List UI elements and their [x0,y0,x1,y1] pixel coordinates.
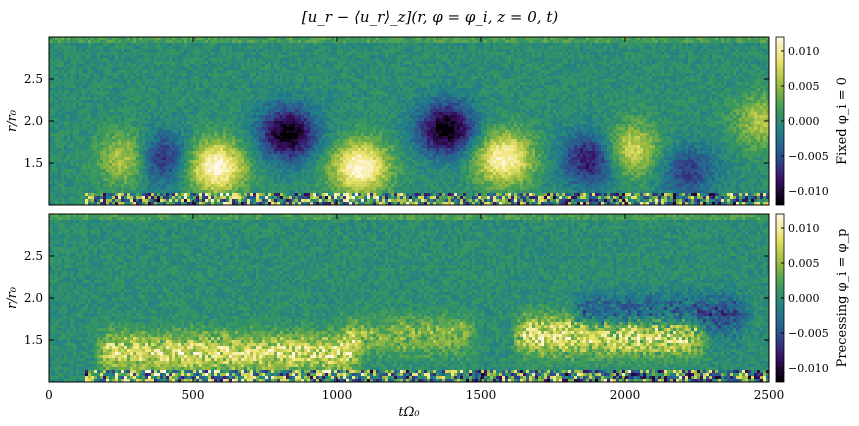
x-tick-label: 1000 [322,388,353,402]
ylabel-precessing: r/r₀ [5,286,20,309]
panel-fixed: 2.5 2.0 1.5 r/r₀ 0.010 0.005 0.000 −0.005 −0.0… [5,37,850,205]
heatmap-fixed [49,37,769,205]
colorbar-tick-label: 0.010 [788,222,820,235]
colorbar-tick-label: 0.005 [788,80,820,93]
heatmap-precessing [49,214,769,382]
x-tick-label: 500 [182,388,205,402]
colorbar-tick-label: 0.000 [788,292,820,305]
colorbar-tick-label: 0.005 [788,257,820,270]
colorbar-label-fixed: Fixed φ_i = 0 [835,77,850,165]
colorbar-tick-label: 0.010 [788,45,820,58]
x-tick-label: 0 [45,388,53,402]
y-tick-label: 1.5 [24,333,43,347]
x-tick-label: 2500 [754,388,785,402]
colorbar-tick-label: −0.005 [788,150,829,163]
colorbar-precessing: 0.010 0.005 0.000 −0.005 −0.010 [776,214,829,382]
colorbar-tick-label: 0.000 [788,115,820,128]
y-tick-label: 2.5 [24,249,43,263]
x-tick-label: 2000 [610,388,641,402]
y-tick-label: 2.0 [24,291,43,305]
x-axis-label: tΩ₀ [398,405,420,420]
y-tick-label: 2.5 [24,72,43,86]
colorbar-tick-label: −0.005 [788,327,829,340]
colorbar-label-precessing: Precessing φ_i = φ_p [835,229,850,368]
colorbar-tick-label: −0.010 [788,185,829,198]
y-tick-label: 1.5 [24,156,43,170]
chart-title: [u_r − ⟨u_r⟩_z](r, φ = φ_i, z = 0, t) [302,8,559,26]
ylabel-fixed: r/r₀ [5,109,20,132]
panel-precessing: 2.5 2.0 1.5 r/r₀ 0.010 0.005 0.000 −0.005 −0.0… [5,214,850,382]
colorbar-tick-label: −0.010 [788,362,829,375]
colorbar-fixed: 0.010 0.005 0.000 −0.005 −0.010 [776,37,829,205]
y-tick-label: 2.0 [24,114,43,128]
x-tick-label: 1500 [466,388,497,402]
